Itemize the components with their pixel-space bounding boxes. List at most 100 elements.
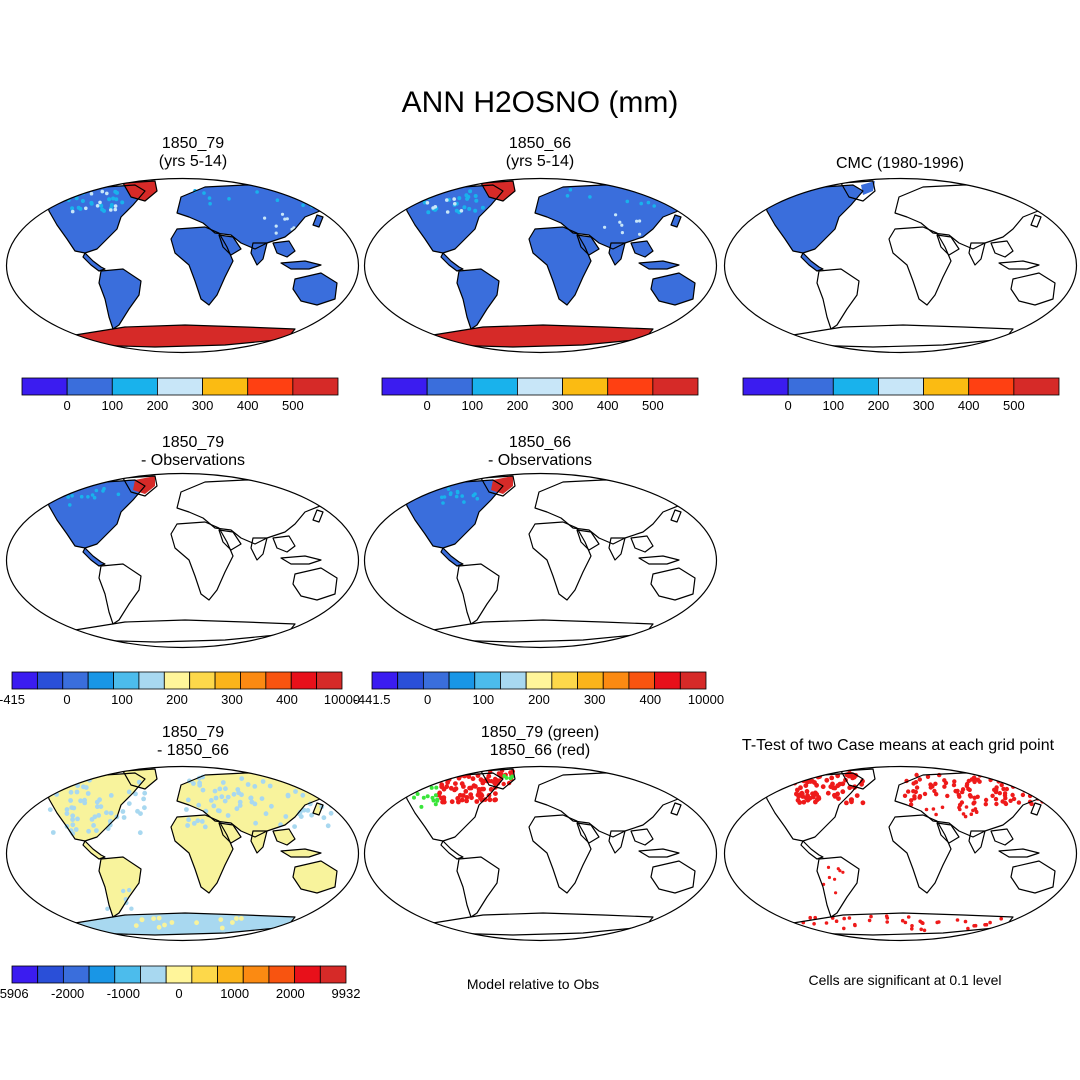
diff-patch bbox=[208, 798, 214, 803]
snow-patch bbox=[625, 199, 630, 204]
fill-arabia bbox=[577, 235, 599, 255]
diff-patch bbox=[293, 789, 298, 794]
fill-northAmerica bbox=[45, 185, 145, 253]
diff-patch bbox=[66, 495, 70, 499]
coastline-australia bbox=[650, 272, 696, 306]
colorbar-swatch bbox=[240, 671, 267, 690]
significant-cell bbox=[961, 812, 966, 816]
coastline-northAmerica bbox=[762, 184, 864, 254]
coastline-seAsia bbox=[272, 828, 296, 846]
diff-patch bbox=[475, 496, 480, 501]
coastline-arabia bbox=[576, 234, 600, 256]
diff-patch bbox=[156, 915, 162, 921]
significant-cell bbox=[812, 922, 816, 926]
colorbar-swatch bbox=[602, 671, 630, 690]
diff-patch bbox=[191, 821, 197, 826]
significant-cell bbox=[1008, 779, 1013, 784]
coastline-indonesia bbox=[280, 848, 322, 858]
coastline-seAsia bbox=[990, 240, 1014, 258]
snow-patch bbox=[638, 219, 642, 223]
red-cell bbox=[439, 795, 444, 801]
colorbar-swatch bbox=[742, 377, 789, 396]
diff-patch bbox=[222, 798, 228, 804]
significant-cell bbox=[1000, 799, 1005, 804]
significant-cell bbox=[801, 799, 807, 805]
snow-patch bbox=[614, 213, 618, 217]
significant-cell bbox=[824, 777, 830, 783]
map-layer bbox=[44, 475, 338, 643]
colorbar-swatch bbox=[679, 671, 707, 690]
coastline-greenland bbox=[480, 768, 516, 790]
coastline-indonesia bbox=[280, 555, 322, 565]
significant-cell bbox=[1003, 796, 1008, 801]
colorbar-swatch bbox=[551, 671, 578, 690]
diff-patch bbox=[283, 814, 289, 819]
diff-patch bbox=[285, 792, 291, 798]
red-cell bbox=[474, 799, 480, 804]
significant-cell bbox=[1047, 786, 1052, 791]
panel-title-line2: - Observations bbox=[487, 452, 593, 469]
significant-cell bbox=[940, 805, 945, 810]
significant-cell bbox=[934, 812, 938, 817]
significant-cell bbox=[841, 870, 845, 874]
significant-cell bbox=[829, 775, 835, 781]
snow-patch bbox=[474, 198, 479, 203]
snow-patch bbox=[109, 208, 113, 212]
colorbar-difference: -5906 -2000 -1000 0 1000 2000 9932 bbox=[0, 965, 360, 1001]
diff-patch bbox=[325, 823, 331, 829]
significant-cell bbox=[869, 914, 873, 919]
diff-patch bbox=[185, 823, 191, 828]
panel-title-1850-79-obs: 1850_79 - Observations bbox=[28, 434, 358, 470]
coastline-seAsia bbox=[990, 828, 1014, 846]
red-cell bbox=[459, 797, 465, 803]
colorbar-swatch bbox=[290, 671, 318, 690]
fill-northAmerica bbox=[763, 185, 863, 253]
diff-patch bbox=[219, 794, 225, 800]
coastline-japan bbox=[312, 509, 324, 523]
colorbar-label: 0 bbox=[64, 398, 71, 413]
coastline-india bbox=[608, 537, 626, 561]
snow-patch bbox=[433, 205, 438, 209]
diff-patch bbox=[213, 795, 219, 801]
significant-cell bbox=[1038, 791, 1043, 796]
colorbar-swatch bbox=[163, 671, 191, 690]
diff-patch bbox=[200, 787, 206, 793]
fill-greenland-edge bbox=[861, 181, 875, 195]
coastline-arabia bbox=[936, 234, 960, 256]
fill-northAmerica bbox=[45, 773, 145, 841]
snow-patch bbox=[284, 190, 289, 194]
diff-patch bbox=[68, 798, 73, 803]
snow-patch bbox=[283, 217, 287, 221]
colorbar-swatch bbox=[242, 965, 270, 984]
snow-patch bbox=[202, 191, 206, 195]
diff-patch bbox=[135, 808, 140, 814]
colorbar-label: 100 bbox=[101, 398, 123, 413]
diff-patch bbox=[95, 804, 100, 810]
red-cell bbox=[496, 771, 502, 776]
diff-patch bbox=[58, 778, 63, 784]
diff-patch bbox=[234, 916, 239, 921]
colorbar-swatch bbox=[471, 377, 518, 396]
diff-patch bbox=[454, 494, 459, 499]
diff-patch bbox=[51, 779, 57, 785]
diff-patch bbox=[92, 495, 97, 500]
diff-patch bbox=[263, 811, 269, 817]
significant-cell bbox=[914, 772, 919, 778]
coastline-india bbox=[968, 830, 986, 854]
colorbar-cmc: 0 100 200 300 400 500 bbox=[742, 377, 1060, 413]
red-cell bbox=[460, 793, 466, 798]
fill-africa bbox=[171, 815, 233, 893]
diff-patch bbox=[136, 779, 142, 785]
snow-patch bbox=[635, 219, 639, 223]
fill-southAmerica bbox=[457, 269, 499, 329]
diff-patch bbox=[50, 776, 56, 782]
fill-arabia bbox=[219, 235, 241, 255]
green-cell bbox=[504, 775, 509, 780]
significant-cell bbox=[909, 798, 914, 803]
significant-cell bbox=[922, 791, 928, 797]
significant-cell bbox=[1010, 792, 1015, 798]
fill-japan bbox=[313, 215, 323, 227]
significant-cell bbox=[951, 782, 957, 788]
significant-cell bbox=[797, 928, 801, 933]
colorbar-swatch bbox=[500, 671, 527, 690]
